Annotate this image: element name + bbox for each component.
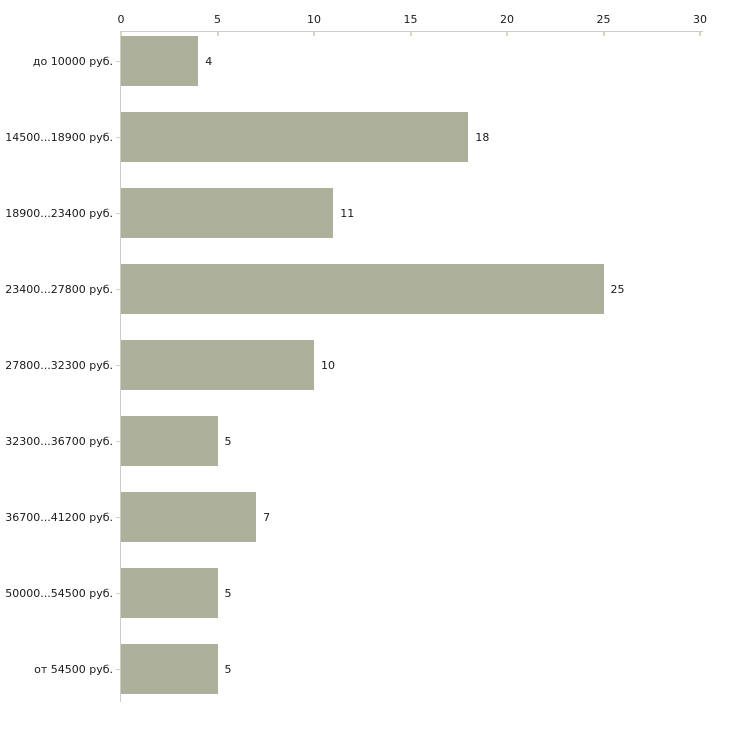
y-tick-mark <box>116 669 120 670</box>
y-tick-mark <box>116 593 120 594</box>
category-label: 50000...54500 руб. <box>5 586 113 600</box>
x-tick-mark <box>699 32 701 36</box>
bar <box>121 492 257 542</box>
bar <box>121 112 469 162</box>
category-label: 32300...36700 руб. <box>5 434 113 448</box>
category-label: 36700...41200 руб. <box>5 510 113 524</box>
category-label: 23400...27800 руб. <box>5 282 113 296</box>
x-tick-mark <box>506 32 508 36</box>
x-tick-mark <box>120 32 122 36</box>
x-tick-label: 0 <box>117 13 125 26</box>
x-tick-label: 25 <box>596 13 611 26</box>
value-label: 5 <box>224 586 232 600</box>
category-label: 18900...23400 руб. <box>5 206 113 220</box>
x-tick-mark <box>409 32 412 36</box>
y-tick-mark <box>116 441 120 442</box>
bar <box>121 36 199 86</box>
x-tick-label: 20 <box>500 13 514 26</box>
category-label: 27800...32300 руб. <box>5 358 113 372</box>
bar <box>121 644 218 694</box>
bar <box>121 416 218 466</box>
y-tick-mark <box>116 365 120 366</box>
x-axis-line <box>121 31 703 32</box>
y-tick-mark <box>116 517 120 518</box>
x-tick-label: 15 <box>403 13 418 26</box>
value-label: 25 <box>610 282 625 296</box>
category-label: 14500...18900 руб. <box>5 130 113 144</box>
value-label: 10 <box>321 358 335 372</box>
x-tick-label: 30 <box>693 13 707 26</box>
y-tick-mark <box>116 137 120 138</box>
value-label: 5 <box>224 434 232 448</box>
x-tick-mark <box>216 32 219 36</box>
y-tick-mark <box>116 213 120 214</box>
x-tick-label: 10 <box>307 13 321 26</box>
x-tick-label: 5 <box>214 13 221 26</box>
value-label: 11 <box>340 206 355 220</box>
value-label: 7 <box>263 510 271 524</box>
y-tick-mark <box>116 289 120 290</box>
value-label: 18 <box>475 130 490 144</box>
x-tick-mark <box>313 32 315 36</box>
value-label: 5 <box>224 662 232 676</box>
x-tick-mark <box>602 32 605 36</box>
bar <box>121 568 218 618</box>
category-label: от 54500 руб. <box>34 662 113 676</box>
bar <box>121 188 334 238</box>
category-label: до 10000 руб. <box>32 54 113 68</box>
bar <box>121 264 604 314</box>
y-tick-mark <box>116 61 120 62</box>
y-axis-line <box>120 31 121 702</box>
value-label: 4 <box>205 54 213 68</box>
bar <box>121 340 314 390</box>
